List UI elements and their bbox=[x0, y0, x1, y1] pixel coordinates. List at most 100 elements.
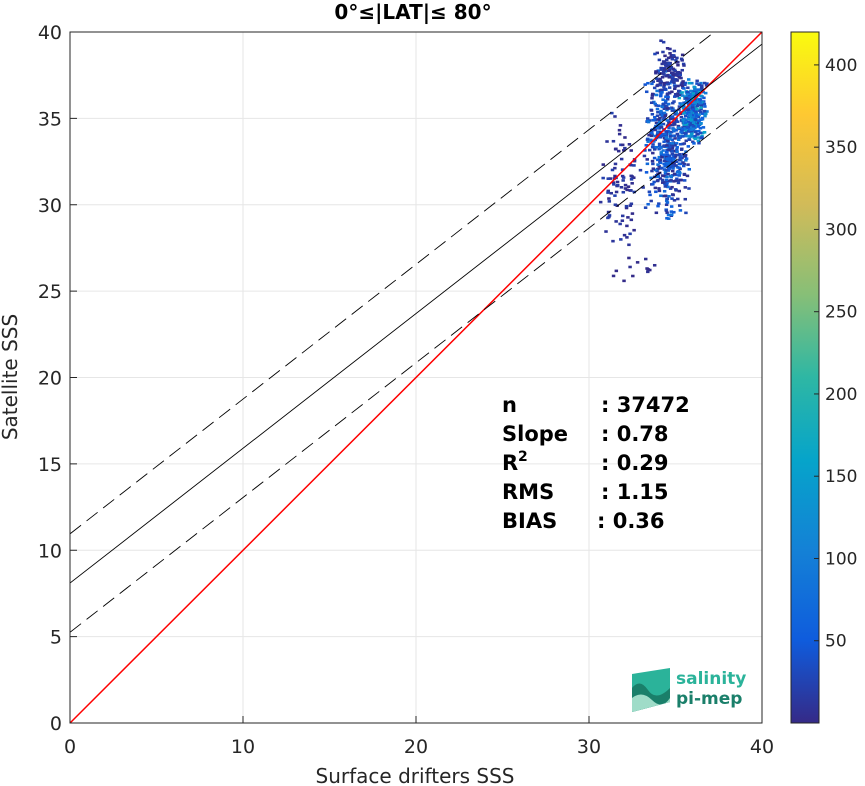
density-cell bbox=[670, 115, 675, 118]
density-cell bbox=[620, 219, 625, 222]
density-cell bbox=[665, 104, 669, 107]
density-cell bbox=[653, 128, 657, 132]
density-cell bbox=[665, 58, 669, 62]
density-cell bbox=[621, 176, 626, 179]
density-cell bbox=[691, 107, 696, 111]
density-cell bbox=[681, 118, 685, 122]
density-cell bbox=[668, 117, 673, 121]
density-cell bbox=[666, 95, 670, 99]
density-cell bbox=[695, 82, 699, 85]
density-cell bbox=[697, 109, 702, 112]
density-cell bbox=[657, 189, 662, 193]
density-cell bbox=[605, 140, 609, 143]
density-cell bbox=[684, 118, 688, 122]
density-cell bbox=[656, 110, 660, 114]
density-cell bbox=[632, 164, 636, 167]
density-cell bbox=[656, 204, 660, 208]
density-cell bbox=[691, 140, 695, 144]
x-tick-label: 0 bbox=[64, 736, 76, 758]
density-cell bbox=[692, 142, 696, 145]
density-cell bbox=[673, 149, 678, 153]
density-cell bbox=[683, 121, 688, 124]
density-cell bbox=[697, 121, 701, 125]
density-cell bbox=[649, 134, 654, 138]
density-cell bbox=[652, 148, 657, 151]
density-cell bbox=[661, 40, 666, 44]
density-cell bbox=[615, 180, 620, 184]
density-cell bbox=[700, 136, 704, 140]
density-cell bbox=[686, 130, 691, 133]
density-cell bbox=[675, 150, 679, 154]
density-cell bbox=[680, 84, 685, 88]
density-cell bbox=[627, 143, 632, 146]
density-cell bbox=[632, 159, 637, 163]
density-cell bbox=[606, 210, 611, 214]
density-cell bbox=[609, 191, 613, 195]
density-cell bbox=[701, 126, 706, 129]
density-cell bbox=[688, 113, 692, 116]
density-cell bbox=[666, 69, 671, 73]
density-cell bbox=[670, 185, 674, 189]
density-cell bbox=[653, 102, 657, 106]
density-cell bbox=[699, 81, 703, 85]
density-cell bbox=[662, 140, 666, 144]
density-cell bbox=[669, 54, 674, 57]
density-cell bbox=[699, 121, 703, 125]
density-cell bbox=[665, 157, 669, 160]
colorbar-tick-label: 300 bbox=[825, 220, 857, 240]
density-cell bbox=[666, 139, 670, 143]
density-cell bbox=[646, 140, 650, 143]
density-cell bbox=[665, 216, 669, 220]
density-cell bbox=[686, 163, 690, 166]
density-cell bbox=[692, 109, 697, 112]
density-cell bbox=[690, 133, 694, 136]
density-cell bbox=[676, 63, 680, 67]
density-cell bbox=[682, 64, 686, 67]
density-cell bbox=[669, 210, 674, 213]
density-cell bbox=[621, 214, 625, 218]
stat-label: n bbox=[502, 393, 517, 417]
density-cell bbox=[655, 175, 660, 178]
density-cell bbox=[703, 105, 707, 108]
density-cell bbox=[624, 206, 629, 210]
density-cell bbox=[613, 203, 618, 207]
density-cell bbox=[662, 85, 666, 89]
density-cell bbox=[663, 165, 667, 168]
density-cell bbox=[658, 116, 662, 120]
density-cell bbox=[675, 145, 679, 149]
density-cell bbox=[689, 111, 693, 115]
density-cell bbox=[622, 233, 627, 237]
density-cell bbox=[678, 93, 683, 97]
density-cell bbox=[663, 54, 667, 58]
density-cell bbox=[696, 102, 700, 106]
colorbar-tick-label: 200 bbox=[825, 385, 857, 405]
density-cell bbox=[657, 126, 662, 130]
density-cell bbox=[629, 218, 634, 222]
density-cell bbox=[696, 139, 701, 143]
density-cell bbox=[643, 83, 647, 86]
density-cell bbox=[661, 60, 666, 63]
density-cell bbox=[613, 162, 618, 166]
density-cell bbox=[668, 134, 673, 137]
density-cell bbox=[619, 238, 623, 241]
density-cell bbox=[686, 105, 691, 108]
density-cell bbox=[680, 135, 684, 138]
density-cell bbox=[621, 179, 625, 182]
density-cell bbox=[632, 190, 637, 194]
density-cell bbox=[606, 189, 610, 193]
density-cell bbox=[673, 70, 677, 73]
density-cell bbox=[699, 108, 703, 111]
density-cell bbox=[656, 158, 660, 162]
density-cell bbox=[673, 123, 677, 126]
density-cell bbox=[610, 168, 615, 172]
density-cell bbox=[671, 193, 675, 197]
y-tick-label: 35 bbox=[38, 108, 62, 130]
density-cell bbox=[675, 92, 680, 96]
density-cell bbox=[662, 189, 667, 193]
density-cell bbox=[689, 89, 693, 93]
density-cell bbox=[683, 81, 688, 85]
density-cell bbox=[674, 160, 679, 164]
x-tick-label: 30 bbox=[577, 736, 601, 758]
density-cell bbox=[677, 170, 682, 174]
density-cell bbox=[649, 139, 654, 143]
